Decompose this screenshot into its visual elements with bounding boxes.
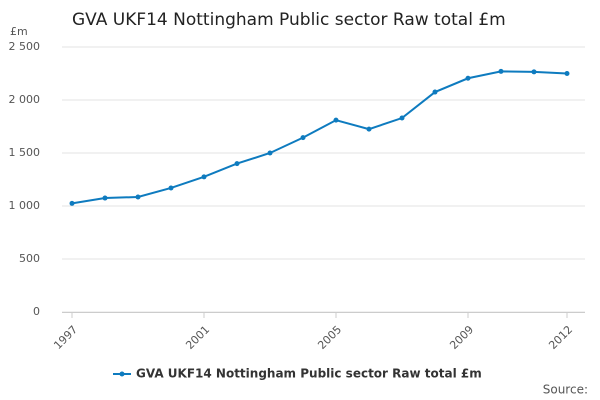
data-point: [498, 68, 504, 74]
y-tick-label: 500: [19, 252, 40, 265]
series-line: [71, 70, 568, 205]
data-point: [102, 195, 108, 201]
data-point: [432, 89, 438, 95]
data-point: [333, 117, 339, 123]
y-tick-label: 1 000: [9, 199, 41, 212]
x-tick-label: 1997: [51, 323, 80, 352]
data-point: [564, 71, 570, 76]
data-point: [201, 174, 207, 180]
data-point: [135, 194, 141, 200]
x-tick-label: 2012: [546, 323, 575, 352]
data-point: [366, 126, 372, 132]
x-tick-label: 2001: [183, 323, 212, 352]
data-point: [300, 135, 306, 141]
y-unit-label: £m: [10, 25, 28, 38]
data-point: [399, 115, 405, 121]
x-tick-label: 2005: [315, 323, 344, 352]
data-point: [531, 69, 537, 75]
y-tick-label: 2 500: [9, 40, 41, 53]
chart-title: GVA UKF14 Nottingham Public sector Raw t…: [72, 10, 506, 30]
y-tick-label: 0: [33, 305, 40, 318]
data-point: [168, 185, 174, 191]
data-point: [267, 150, 273, 156]
source: Source:: [543, 383, 588, 397]
x-tick-label: 2009: [447, 323, 476, 352]
data-point: [69, 200, 75, 206]
legend-label: GVA UKF14 Nottingham Public sector Raw t…: [136, 367, 482, 381]
data-point: [465, 75, 471, 81]
legend-marker: [119, 371, 125, 377]
y-tick-label: 2 000: [9, 93, 41, 106]
y-tick-label: 1 500: [9, 146, 41, 159]
data-point: [234, 161, 240, 167]
